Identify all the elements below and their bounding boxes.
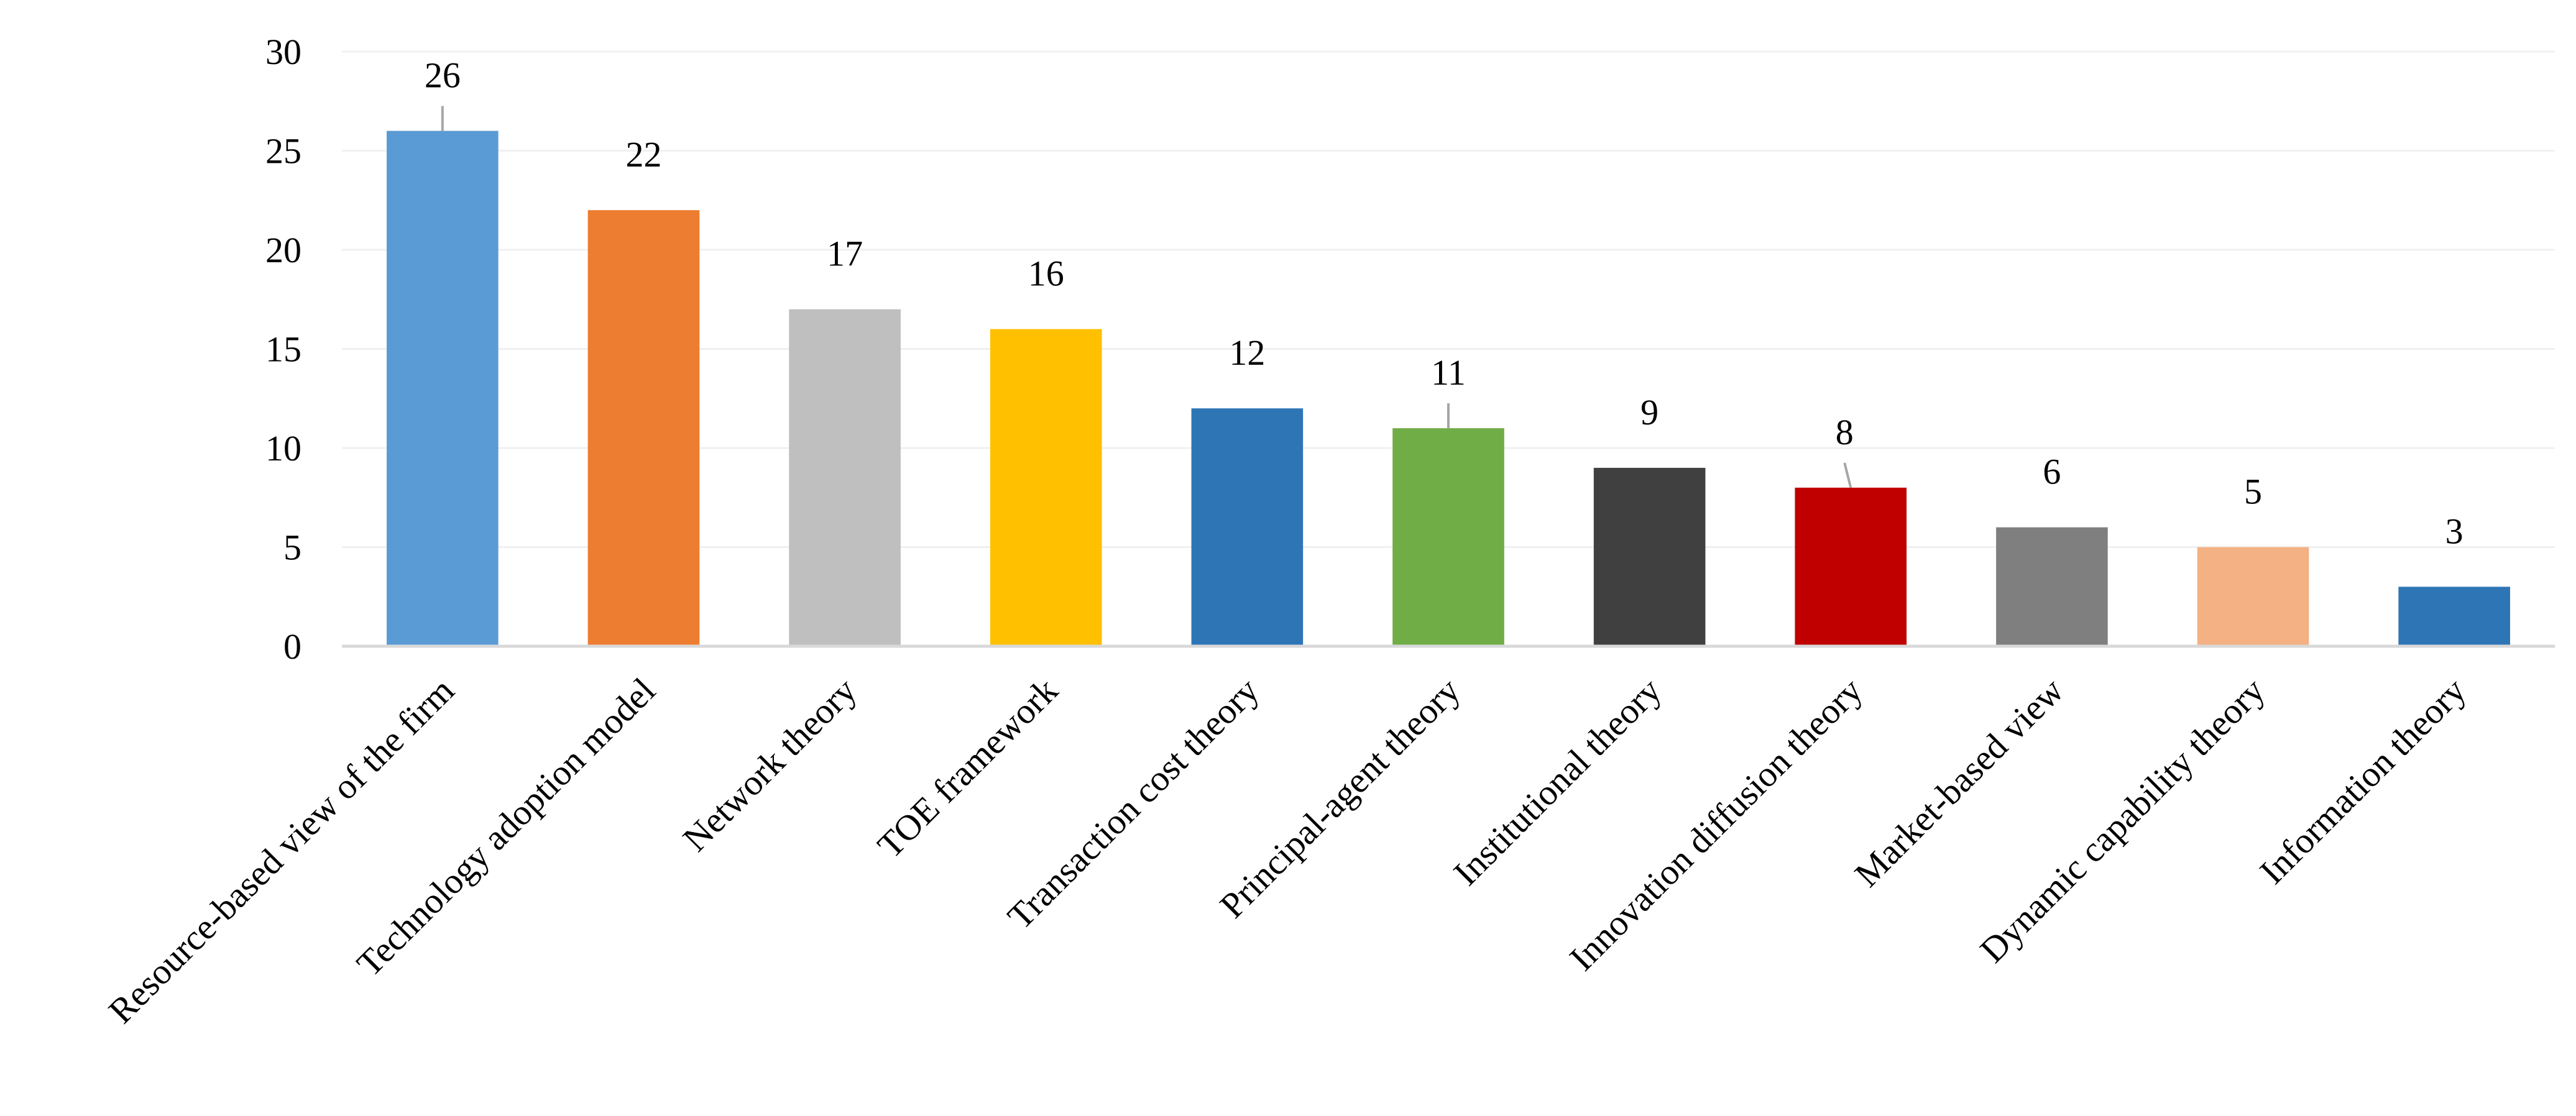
gridlines <box>342 50 2555 548</box>
bar <box>990 329 1102 646</box>
y-tick-label: 5 <box>283 528 301 568</box>
category-label: Market-based view <box>1847 670 2071 894</box>
y-tick-label: 10 <box>265 428 301 469</box>
data-label: 3 <box>2445 511 2463 551</box>
bar <box>2197 547 2309 646</box>
bar <box>587 210 700 646</box>
y-tick-label: 20 <box>265 230 301 270</box>
data-label: 26 <box>425 55 461 96</box>
data-labels: 26 22 17 16 12 11 9 8 6 5 3 <box>425 55 2463 552</box>
bars <box>387 130 2510 647</box>
category-label: Network theory <box>675 670 864 859</box>
bar <box>1795 487 1907 646</box>
data-label: 22 <box>625 134 661 175</box>
bar <box>1392 428 1504 646</box>
data-label: 12 <box>1229 332 1265 373</box>
category-label: Institutional theory <box>1446 670 1669 893</box>
y-tick-label: 0 <box>283 626 301 667</box>
category-label: TOE framework <box>870 670 1065 866</box>
data-label: 16 <box>1028 254 1064 294</box>
y-tick-label: 25 <box>265 131 301 172</box>
data-label: 9 <box>1640 392 1658 432</box>
y-tick-label: 15 <box>265 329 301 370</box>
data-label: 5 <box>2244 472 2262 512</box>
data-label-leader <box>1843 462 1852 488</box>
y-tick-label: 30 <box>265 32 301 72</box>
data-label: 6 <box>2043 452 2061 492</box>
bar <box>1593 467 1706 646</box>
bar <box>387 130 499 647</box>
data-label: 8 <box>1836 412 1854 452</box>
x-axis-category-labels: Resource-based view of the firmTechnolog… <box>101 670 2474 1031</box>
bar <box>1191 408 1304 646</box>
y-axis-tick-labels: 0 5 10 15 20 25 30 <box>265 32 301 667</box>
category-label: Resource-based view of the firm <box>101 670 462 1031</box>
bar <box>2398 587 2510 646</box>
bar <box>1996 527 2108 646</box>
data-label: 11 <box>1431 352 1466 393</box>
category-label: Information theory <box>2252 670 2473 892</box>
bar <box>789 309 901 646</box>
data-label: 17 <box>827 234 863 274</box>
